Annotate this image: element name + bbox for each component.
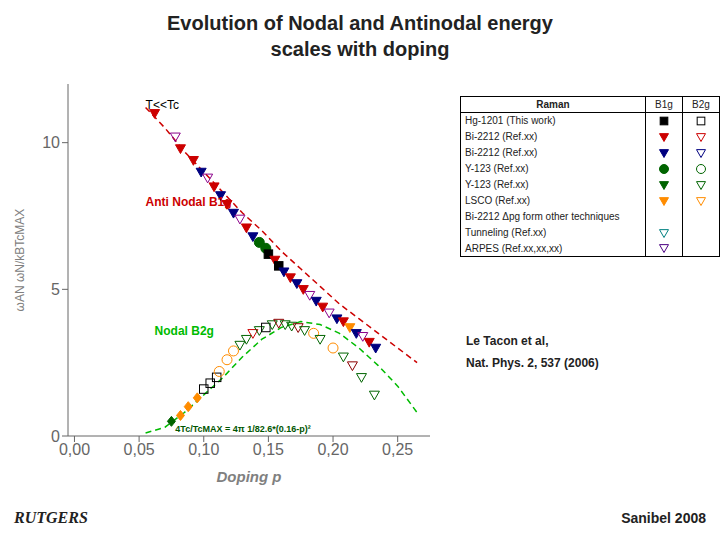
html-text:Y-123 (Ref.xx): Y-123 (Ref.xx) bbox=[465, 179, 529, 190]
svg-text:0: 0 bbox=[51, 428, 60, 445]
svg-text:0,00: 0,00 bbox=[59, 441, 90, 458]
svg-text:0,15: 0,15 bbox=[253, 441, 284, 458]
svg-text:0,20: 0,20 bbox=[317, 441, 348, 458]
html-text:Evolution of Nodal and Antinod: Evolution of Nodal and Antinodal energy bbox=[167, 12, 553, 34]
svg-text:Nodal B2g: Nodal B2g bbox=[155, 324, 214, 338]
html-text:scales with doping: scales with doping bbox=[270, 38, 450, 60]
html-text:Y-123 (Ref.xx): Y-123 (Ref.xx) bbox=[465, 163, 529, 174]
svg-text:0,25: 0,25 bbox=[382, 441, 413, 458]
html-text:Bi-2212 Δpg form other techniq: Bi-2212 Δpg form other techniques bbox=[465, 211, 620, 222]
html-text:Bi-2212 (Ref.xx): Bi-2212 (Ref.xx) bbox=[465, 147, 538, 158]
html-text:Tunneling (Ref.xx): Tunneling (Ref.xx) bbox=[465, 227, 547, 238]
html-text:Raman: Raman bbox=[536, 99, 570, 110]
html-text:ARPES (Ref.xx,xx,xx): ARPES (Ref.xx,xx,xx) bbox=[465, 242, 563, 254]
html-text:Hg-1201 (This work): Hg-1201 (This work) bbox=[465, 115, 556, 127]
svg-text:4Tc/TcMAX = 4π 1/82.6*(0.16-p): 4Tc/TcMAX = 4π 1/82.6*(0.16-p)² bbox=[175, 424, 310, 434]
html-text:B2g: B2g bbox=[692, 99, 710, 110]
svg-text:T<<Tc: T<<Tc bbox=[146, 98, 179, 112]
html-text:Sanibel 2008: Sanibel 2008 bbox=[621, 510, 706, 526]
svg-text:Anti Nodal B1g: Anti Nodal B1g bbox=[146, 195, 232, 209]
svg-text:ωAN ωN/kBTcMAX: ωAN ωN/kBTcMAX bbox=[13, 209, 27, 312]
html-text:LSCO (Ref.xx): LSCO (Ref.xx) bbox=[465, 195, 530, 206]
svg-text:5: 5 bbox=[51, 281, 60, 298]
html-text:Le Tacon et al,: Le Tacon et al, bbox=[466, 334, 549, 348]
html-text:RUTGERS: RUTGERS bbox=[14, 509, 88, 526]
svg-text:Doping p: Doping p bbox=[217, 468, 282, 485]
html-text:Nat. Phys. 2, 537 (2006): Nat. Phys. 2, 537 (2006) bbox=[466, 356, 599, 370]
html-text:Bi-2212 (Ref.xx): Bi-2212 (Ref.xx) bbox=[465, 131, 538, 142]
svg-text:0,10: 0,10 bbox=[188, 441, 219, 458]
svg-text:0,05: 0,05 bbox=[124, 441, 155, 458]
html-text:B1g: B1g bbox=[655, 99, 673, 110]
svg-text:10: 10 bbox=[42, 134, 60, 151]
